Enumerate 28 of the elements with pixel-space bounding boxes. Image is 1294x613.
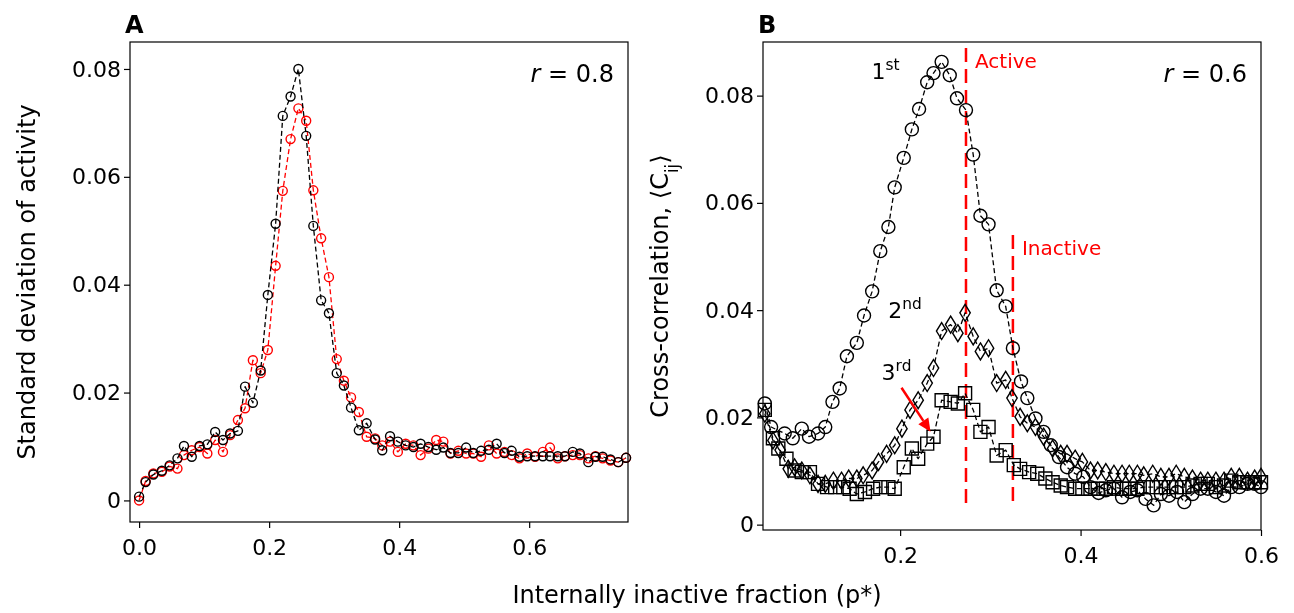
x-tick-label: 0.6 xyxy=(1244,543,1279,569)
y-tick-label: 0.02 xyxy=(705,404,754,430)
chart-title: A xyxy=(125,11,144,39)
y-tick-label: 0.08 xyxy=(72,56,121,82)
ref-line-label: Inactive xyxy=(1021,236,1102,260)
x-tick-label: 0.4 xyxy=(382,535,418,561)
y-tick-label: 0.06 xyxy=(72,164,121,190)
annotation: r = 0.8 xyxy=(530,60,614,88)
x-tick-label: 0.0 xyxy=(122,535,158,561)
x-axis-title: Internally inactive fraction (p*) xyxy=(512,581,882,609)
y-tick-label: 0 xyxy=(740,512,754,538)
annotation: 3$^{rd}$ xyxy=(881,356,912,385)
y-tick-label: 0.04 xyxy=(705,297,754,323)
y-tick-label: 0.08 xyxy=(705,83,754,109)
y-axis-title: Standard deviation of activity xyxy=(13,104,41,460)
y-tick-label: 0.02 xyxy=(72,380,121,406)
ref-line-label: Active xyxy=(974,49,1037,73)
x-tick-label: 0.4 xyxy=(1063,543,1099,569)
chart-title: B xyxy=(758,11,777,39)
x-tick-label: 0.2 xyxy=(252,535,288,561)
annotation: 2$^{nd}$ xyxy=(888,294,922,323)
annotation: 1$^{st}$ xyxy=(871,55,900,84)
y-tick-label: 0.04 xyxy=(72,272,121,298)
y-tick-label: 0 xyxy=(107,487,121,513)
x-tick-label: 0.6 xyxy=(512,535,548,561)
y-tick-label: 0.06 xyxy=(705,190,754,216)
x-tick-label: 0.2 xyxy=(883,543,919,569)
annotation: r = 0.6 xyxy=(1163,60,1247,88)
